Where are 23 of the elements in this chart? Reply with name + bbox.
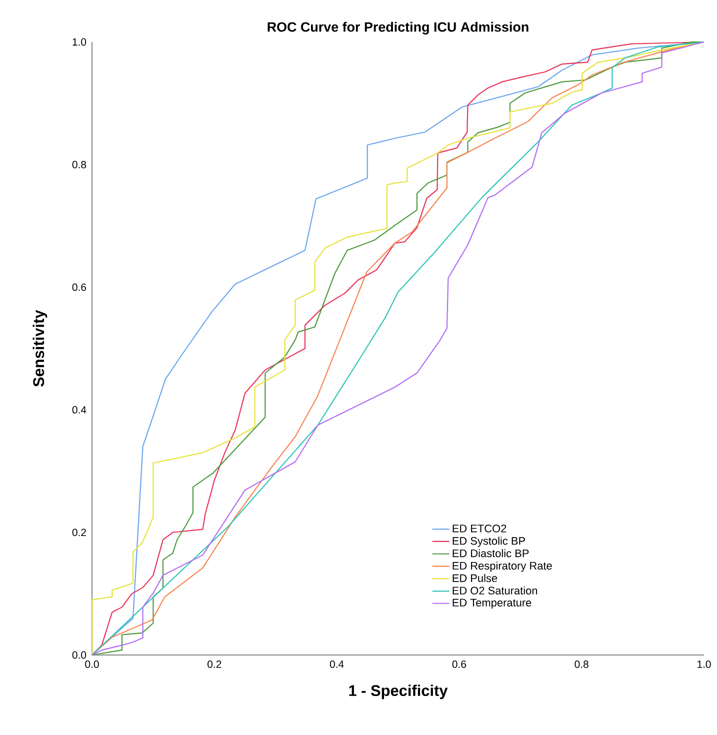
legend-label: ED Temperature: [452, 598, 532, 609]
y-tick-label: 0.2: [72, 528, 86, 536]
x-tick-label: 0.0: [85, 660, 99, 668]
x-tick-label: 0.6: [452, 660, 466, 668]
legend-label: ED Diastolic BP: [452, 549, 529, 558]
x-tick-label: 0.4: [330, 660, 344, 668]
legend-label: ED Pulse: [452, 574, 498, 582]
legend-label: ED Systolic BP: [452, 536, 525, 547]
legend-label: ED Respiratory Rate: [452, 562, 552, 572]
x-tick-label: 0.2: [208, 660, 222, 668]
line-series: [91, 41, 705, 656]
x-axis-title: 1 - Specificity: [349, 684, 448, 700]
y-tick-label: 0.4: [72, 406, 86, 414]
chart-title: ROC Curve for Predicting ICU Admission: [268, 22, 528, 34]
x-tick-label: 0.8: [574, 660, 588, 668]
x-tick-label: 1.0: [698, 660, 711, 668]
y-tick-label: 0.8: [72, 160, 86, 168]
legend-label: ED O2 Saturation: [452, 586, 538, 594]
y-tick-label: 0.0: [72, 651, 86, 659]
y-tick-label: 1.0: [72, 38, 86, 46]
y-tick-label: 0.6: [72, 283, 86, 291]
y-axis-title: Sensitivity: [32, 310, 48, 387]
legend-label: ED ETCO2: [452, 524, 506, 532]
